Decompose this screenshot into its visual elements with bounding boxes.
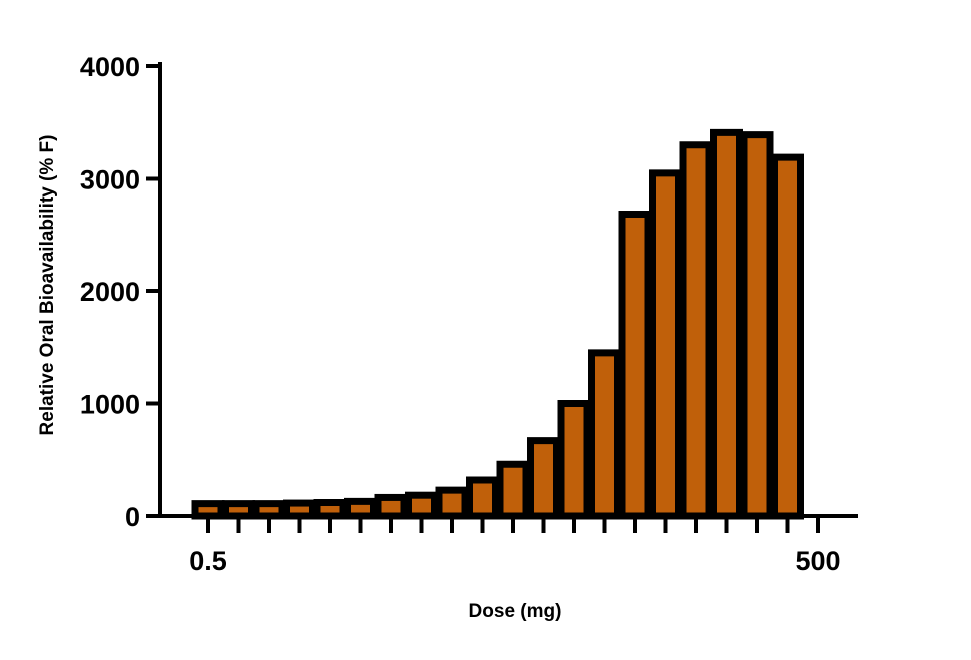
y-tick-label-4000: 4000 — [80, 52, 140, 82]
bar-20 — [771, 153, 804, 520]
y-axis-title: Relative Oral Bioavailability (% F) — [37, 135, 58, 436]
bar-7 — [374, 493, 408, 520]
bar-14 — [588, 349, 621, 520]
bar-10 — [466, 476, 499, 520]
bar-11 — [496, 460, 530, 520]
y-ticks: 0 1000 2000 3000 4000 — [80, 52, 160, 532]
x-tick-label-0.5: 0.5 — [189, 546, 227, 576]
bar-6 — [344, 497, 377, 520]
y-tick-label-2000: 2000 — [80, 277, 140, 307]
bars — [191, 128, 804, 520]
x-axis-title: Dose (mg) — [469, 601, 562, 622]
x-tick-label-500: 500 — [795, 546, 840, 576]
y-tick-label-3000: 3000 — [80, 165, 140, 195]
bar-18 — [710, 128, 743, 520]
bar-12 — [527, 437, 560, 520]
x-ticks — [206, 516, 820, 533]
bar-13 — [557, 400, 591, 520]
bar-17 — [679, 141, 713, 520]
y-tick-label-0: 0 — [125, 502, 140, 532]
bar-8 — [405, 491, 438, 520]
y-tick-label-1000: 1000 — [80, 390, 140, 420]
bar-19 — [740, 131, 774, 520]
bar-5 — [313, 499, 347, 520]
bar-9 — [435, 486, 469, 520]
bar-15 — [618, 211, 652, 520]
bar-16 — [649, 169, 682, 520]
